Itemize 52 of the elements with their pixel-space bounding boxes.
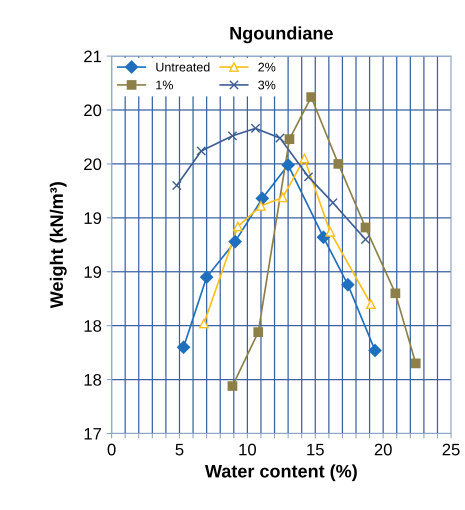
chart-title: Ngoundiane (230, 26, 333, 44)
point (256, 192, 269, 206)
point (282, 158, 295, 172)
point (284, 134, 294, 144)
x-tick-label: 20 (374, 444, 392, 456)
x-tick-label: 15 (307, 444, 324, 456)
point (275, 133, 285, 143)
point (316, 230, 330, 244)
point (300, 154, 310, 164)
legend-label: 1% (156, 80, 173, 90)
point (360, 222, 370, 232)
point (228, 131, 238, 141)
y-axis-title: Weight (kN/m³) (50, 182, 67, 308)
x-tick-label: 5 (176, 444, 184, 456)
point (172, 180, 182, 190)
x-tick-label: 0 (108, 444, 116, 456)
point (199, 318, 209, 328)
point (233, 222, 243, 232)
point (228, 234, 242, 248)
point (278, 192, 288, 202)
point (328, 198, 338, 208)
y-tick-label: 21 (84, 50, 102, 62)
y-tick-label: 20 (84, 158, 102, 170)
point (341, 278, 354, 292)
point (256, 201, 266, 211)
y-tick-label: 18 (84, 320, 102, 332)
point (253, 327, 264, 338)
y-tick-label: 19 (84, 212, 102, 224)
point (333, 159, 344, 169)
y-tick-label: 18 (84, 374, 102, 386)
x-tick-label: 25 (442, 444, 460, 456)
point (360, 234, 370, 244)
point (196, 146, 206, 156)
y-tick-label: 19 (84, 266, 102, 278)
legend-label: Untreated (156, 62, 210, 72)
point (200, 270, 214, 284)
point (306, 92, 316, 102)
point (304, 172, 314, 182)
y-tick-label: 17 (84, 428, 102, 440)
point (228, 381, 238, 391)
x-tick-label: 10 (239, 444, 256, 456)
legend-label: 2% (258, 62, 276, 72)
point (325, 227, 336, 237)
point (250, 123, 260, 134)
point (390, 288, 400, 298)
y-tick-label: 20 (84, 104, 102, 116)
point (368, 344, 382, 358)
x-axis-title: Water content (%) (204, 464, 357, 482)
point (366, 299, 376, 309)
point (176, 340, 190, 354)
point (410, 358, 421, 368)
legend-label: 3% (258, 80, 276, 90)
